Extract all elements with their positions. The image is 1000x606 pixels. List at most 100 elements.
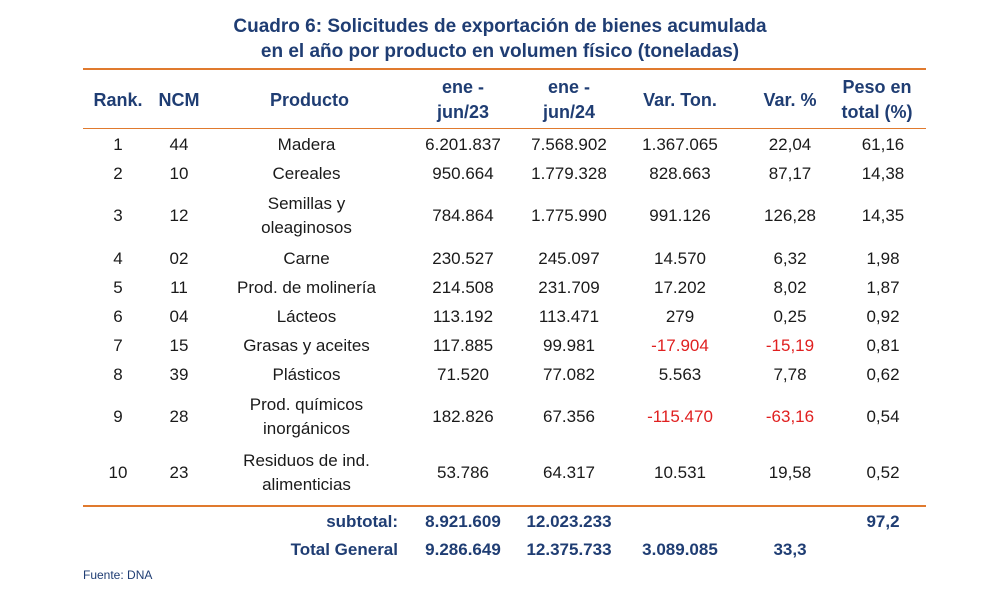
cell-producto-line: Cereales (272, 163, 341, 183)
cell-producto: Lácteos (205, 302, 408, 331)
header-rank: Rank. (93, 89, 143, 110)
table-row: 9 28 Prod. químicos inorgánicos 182.826 67.35… (83, 389, 926, 445)
cell-peso: 1,98 (866, 248, 900, 268)
title-line-2: en el año por producto en volumen físico… (260, 41, 740, 62)
cell-rank: 8 (113, 364, 123, 384)
cell-producto-line: Residuos de ind. (243, 451, 370, 470)
cell-producto-line: oleaginosos (261, 218, 352, 237)
header-ene-jun-23-line2: jun/23 (436, 102, 489, 122)
cell-peso: 14,38 (861, 163, 905, 183)
subtotal-var-ton (620, 508, 740, 535)
cell-var-pct: 7,78 (773, 364, 807, 384)
cell-var-pct: 6,32 (773, 248, 807, 268)
cell-var-pct: 126,28 (764, 206, 816, 225)
cell-var-ton: 14.570 (654, 248, 706, 268)
cell-ncm: 04 (169, 306, 189, 326)
table-row: 4 02 Carne 230.527 245.097 14.570 6,32 1,98 (83, 244, 926, 273)
header-rule (83, 128, 926, 129)
cell-ene-jun-24: 67.356 (543, 407, 595, 426)
header-ene-jun-24: ene - jun/24 (518, 72, 620, 128)
cell-producto: Plásticos (205, 360, 408, 389)
cell-rank: 2 (113, 163, 123, 183)
total-var-ton: 3.089.085 (642, 540, 718, 559)
cell-var-pct: 8,02 (773, 277, 807, 297)
source-note: Fuente: DNA (83, 568, 153, 582)
cell-ene-jun-23: 71.520 (437, 364, 489, 384)
header-ene-jun-23-line1: ene - (441, 77, 484, 97)
cell-rank: 3 (113, 206, 123, 225)
cell-producto: Prod. químicos inorgánicos (205, 389, 408, 445)
cell-ene-jun-24: 113.471 (538, 306, 600, 326)
header-var-ton: Var. Ton. (643, 89, 717, 110)
cell-var-pct: 87,17 (768, 163, 812, 183)
cell-ncm: 23 (169, 463, 189, 482)
cell-peso: 0,54 (866, 407, 900, 426)
cell-rank: 10 (108, 463, 128, 482)
title-line-1: Cuadro 6: Solicitudes de exportación de … (233, 16, 767, 37)
cell-ene-jun-24: 7.568.902 (531, 134, 607, 154)
cell-producto-line: alimenticias (262, 475, 351, 494)
cell-var-ton: 10.531 (654, 463, 706, 482)
cell-ene-jun-23: 214.508 (432, 277, 494, 297)
cell-ncm: 39 (169, 364, 189, 384)
table-row: 10 23 Residuos de ind. alimenticias 53.786 64… (83, 445, 926, 501)
cell-producto-line: Semillas y (267, 194, 346, 213)
header-ene-jun-24-line2: jun/24 (542, 102, 595, 122)
cell-var-ton: 828.663 (649, 163, 711, 183)
header-ene-jun-23: ene - jun/23 (408, 72, 518, 128)
cell-peso: 0,52 (866, 463, 900, 482)
cell-ene-jun-23: 784.864 (432, 206, 494, 225)
cell-var-ton: -17.904 (651, 335, 709, 355)
cell-ncm: 44 (169, 134, 189, 154)
table-row: 3 12 Semillas y oleaginosos 784.864 1.775.990… (83, 188, 926, 244)
cell-producto-line: Prod. de molinería (237, 277, 376, 297)
cell-rank: 6 (113, 306, 123, 326)
cell-var-ton: 5.563 (658, 364, 702, 384)
cell-peso: 61,16 (861, 134, 905, 154)
cell-var-pct: 0,25 (773, 306, 807, 326)
subtotal-ene-jun-24: 12.023.233 (526, 511, 612, 531)
cell-producto-line: Lácteos (276, 306, 337, 326)
cell-ncm: 12 (169, 206, 189, 225)
cell-ene-jun-24: 231.709 (538, 277, 600, 297)
cell-var-ton: -115.470 (647, 407, 713, 426)
cell-ncm: 02 (169, 248, 189, 268)
cell-peso: 0,92 (866, 306, 900, 326)
cell-peso: 1,87 (866, 277, 900, 297)
cell-peso: 0,62 (866, 364, 900, 384)
cell-ene-jun-24: 77.082 (543, 364, 595, 384)
cell-ene-jun-23: 53.786 (437, 463, 489, 482)
cell-ene-jun-24: 64.317 (543, 463, 595, 482)
table-row: 2 10 Cereales 950.664 1.779.328 828.663 87,17 1… (83, 159, 926, 188)
subtotal-var-pct (740, 508, 840, 535)
table-row: 1 44 Madera 6.201.837 7.568.902 1.367.065 22,0… (83, 130, 926, 159)
cell-peso: 0,81 (866, 335, 900, 355)
cell-rank: 5 (113, 277, 123, 297)
table-row: 8 39 Plásticos 71.520 77.082 5.563 7,78 0,62 (83, 360, 926, 389)
cell-ncm: 11 (170, 277, 188, 297)
cell-producto: Carne (205, 244, 408, 273)
cell-ene-jun-24: 1.779.328 (531, 163, 607, 183)
header-peso-line1: Peso en (842, 77, 912, 97)
cell-producto-line: inorgánicos (263, 419, 350, 438)
cell-ene-jun-23: 117.885 (432, 335, 494, 355)
table-row: 5 11 Prod. de molinería 214.508 231.709 17.20… (83, 273, 926, 302)
header-peso-line2: total (%) (841, 102, 913, 122)
subtotal-peso: 97,2 (866, 511, 900, 531)
cell-var-pct: 22,04 (768, 134, 812, 154)
total-peso (840, 536, 926, 564)
cell-ene-jun-23: 230.527 (432, 248, 494, 268)
subtotal-row: subtotal: 8.921.609 12.023.233 97,2 (83, 508, 926, 535)
total-ene-jun-24: 12.375.733 (526, 540, 612, 559)
cell-rank: 7 (113, 335, 123, 355)
table-title: Cuadro 6: Solicitudes de exportación de … (0, 14, 1000, 64)
cell-var-ton: 1.367.065 (642, 134, 718, 154)
cell-producto: Prod. de molinería (205, 273, 408, 302)
cell-producto-line: Grasas y aceites (243, 335, 370, 355)
cell-ene-jun-23: 6.201.837 (425, 134, 501, 154)
cell-producto-line: Plásticos (272, 364, 341, 384)
cell-var-ton: 279 (665, 306, 695, 326)
total-row: Total General 9.286.649 12.375.733 3.089… (83, 536, 926, 564)
cell-var-ton: 17.202 (654, 277, 706, 297)
total-var-pct: 33,3 (773, 540, 807, 559)
